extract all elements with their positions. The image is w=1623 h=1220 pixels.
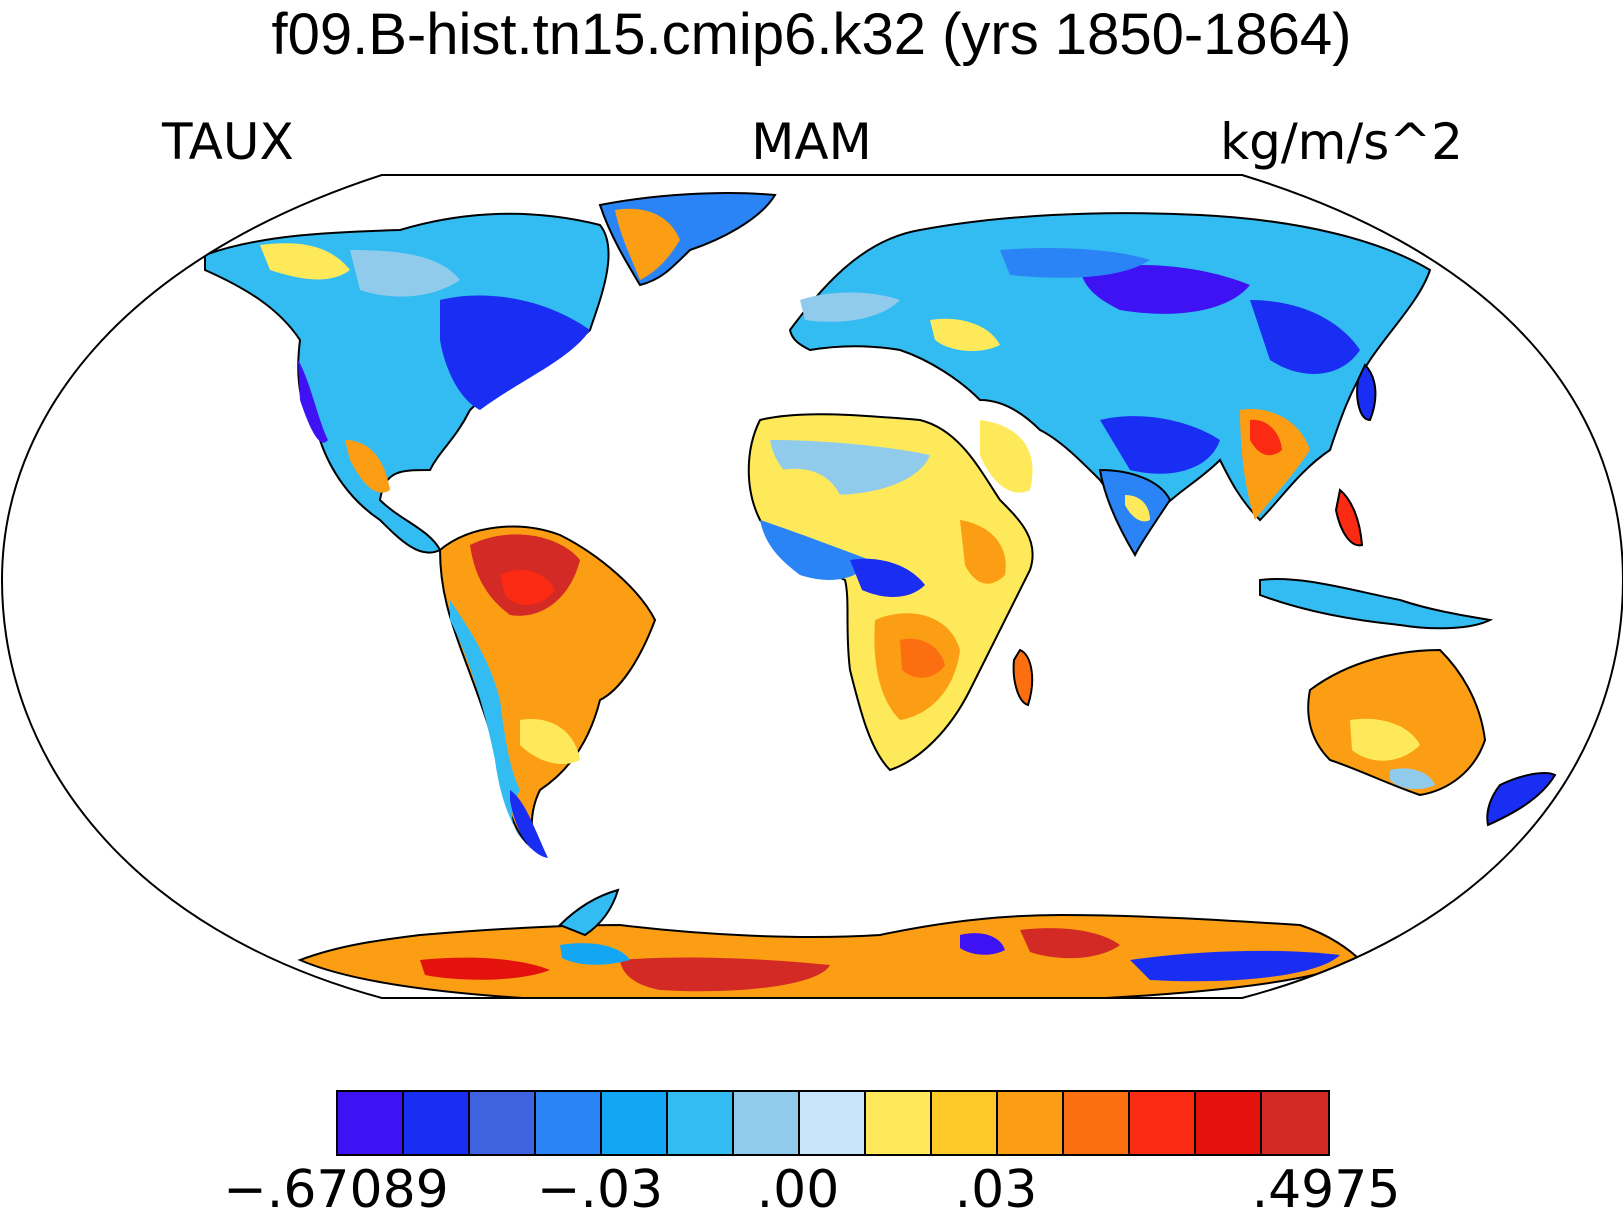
amazon-deep <box>500 570 555 605</box>
antarctica-red-3 <box>420 957 550 980</box>
greenland-orange <box>615 208 680 280</box>
west-africa-blue <box>760 520 870 580</box>
antarctic-peninsula <box>558 888 620 937</box>
colorbar-label-0: −.67089 <box>223 1160 449 1220</box>
mexico-orange <box>345 440 390 493</box>
north-america-east <box>440 295 590 410</box>
colorbar-label-4: .4975 <box>1251 1160 1401 1220</box>
australia-yellow <box>1350 718 1420 761</box>
colorbar-label-1: −.03 <box>536 1160 664 1220</box>
colorbar-box-4 <box>602 1092 668 1154</box>
brazil-yellow <box>520 719 580 765</box>
india-yellow <box>1125 495 1150 522</box>
australia-south-blue <box>1390 768 1435 790</box>
new-zealand <box>1486 772 1557 827</box>
antarctica-red-2 <box>1020 928 1120 959</box>
sahara-yellow <box>780 468 840 501</box>
colorbar-label-2: .00 <box>756 1160 840 1220</box>
antarctica-red-1 <box>620 957 830 992</box>
colorbar-box-14 <box>1262 1092 1328 1154</box>
central-africa-blue <box>850 558 925 597</box>
canada-light <box>350 250 460 297</box>
colorbar-box-11 <box>1064 1092 1130 1154</box>
map-boundary <box>0 174 1623 999</box>
colorbar-box-2 <box>470 1092 536 1154</box>
arabia-yellow <box>980 420 1033 493</box>
colorbar-box-7 <box>800 1092 866 1154</box>
china-red <box>1250 419 1282 456</box>
south-africa-red <box>900 638 945 678</box>
colorbar-box-6 <box>734 1092 800 1154</box>
australia <box>1307 648 1487 797</box>
units-label: kg/m/s^2 <box>1220 113 1463 171</box>
east-asia-blue <box>1250 300 1360 374</box>
colorbar-box-8 <box>866 1092 932 1154</box>
colorbar-box-13 <box>1196 1092 1262 1154</box>
colorbar-label-3: .03 <box>954 1160 1038 1220</box>
variable-label: TAUX <box>162 113 294 171</box>
plot-title: f09.B-hist.tn15.cmip6.k32 (yrs 1850-1864… <box>271 2 1352 67</box>
madagascar <box>1012 648 1034 707</box>
andes-blue <box>450 600 535 850</box>
patagonia-blue <box>510 790 548 858</box>
antarctica-blue-3 <box>560 943 630 965</box>
alaska-yellow <box>260 243 350 280</box>
caspian-yellow <box>930 318 1000 352</box>
north-america-west-coast <box>298 360 328 443</box>
colorbar-box-12 <box>1130 1092 1196 1154</box>
siberia-blue <box>1000 248 1150 278</box>
season-label: MAM <box>751 113 872 171</box>
south-america <box>438 525 657 853</box>
colorbar-box-9 <box>932 1092 998 1154</box>
philippines <box>1334 488 1364 547</box>
indonesia <box>1259 578 1494 630</box>
colorbar-box-5 <box>668 1092 734 1154</box>
antarctica-blue-2 <box>960 933 1005 955</box>
siberia-deep-blue <box>1080 265 1250 314</box>
colorbar <box>336 1090 1330 1156</box>
colorbar-box-10 <box>998 1092 1064 1154</box>
japan <box>1356 363 1377 422</box>
colorbar-box-0 <box>338 1092 404 1154</box>
tibet-blue <box>1100 416 1220 474</box>
antarctica-blue-1 <box>1130 950 1340 982</box>
europe-light <box>800 292 900 322</box>
colorbar-box-3 <box>536 1092 602 1154</box>
east-africa-orange <box>960 520 1006 584</box>
colorbar-box-1 <box>404 1092 470 1154</box>
